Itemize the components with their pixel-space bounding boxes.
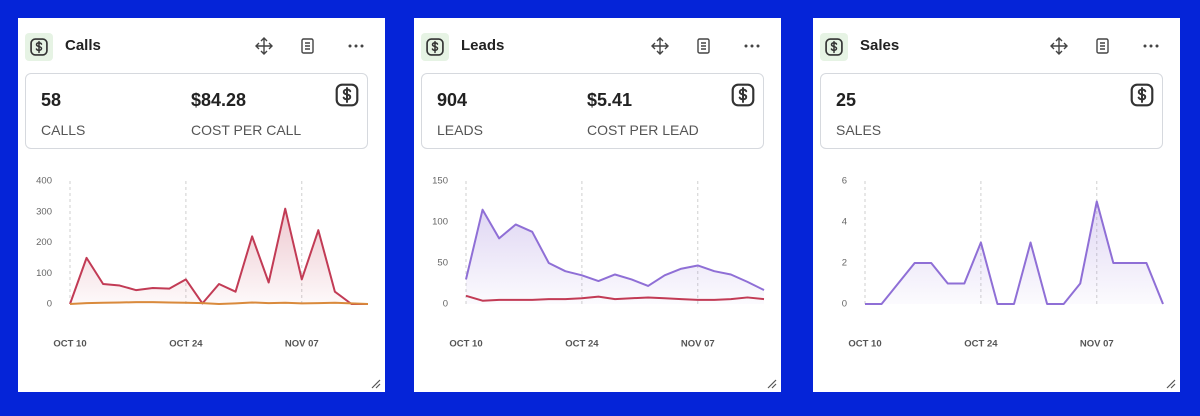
badge: [25, 33, 53, 61]
badge: [820, 33, 848, 61]
x-tick-label: OCT 10: [848, 339, 881, 350]
header-icons[interactable]: [251, 36, 371, 61]
header-icons[interactable]: [1046, 36, 1166, 61]
card-title: Leads: [461, 37, 505, 54]
series-line: [865, 200, 1164, 305]
series-line: [465, 294, 765, 302]
y-tick-label: 100: [432, 217, 448, 228]
card-title: Sales: [860, 37, 900, 54]
dollar-icon: [30, 38, 48, 56]
chart: 0 50 100 150 OCT 10 OCT 24 NOV 07: [432, 176, 765, 350]
header-icon-set[interactable]: [647, 36, 767, 56]
series-area: [865, 201, 1163, 304]
x-tick-label: OCT 24: [565, 339, 599, 350]
chart: 0 2 4 6 OCT 10 OCT 24 NOV 07: [842, 176, 1164, 350]
dollar-icon: [1130, 83, 1154, 107]
card-title: Calls: [65, 37, 101, 54]
header-icon-set[interactable]: [251, 36, 371, 56]
y-tick-label: 100: [36, 268, 52, 279]
stat-value: 58: [41, 90, 62, 110]
y-tick-label: 200: [36, 237, 52, 248]
resize-handle[interactable]: [369, 376, 381, 389]
header-icons[interactable]: [647, 36, 767, 61]
y-tick-label: 6: [842, 176, 847, 187]
card: Sales 25 SALES 0 2 4 6 OCT 10 OCT 24 NOV 07: [813, 18, 1180, 392]
series-line: [69, 301, 369, 305]
badge: [421, 33, 449, 61]
stats-box: 25 SALES: [820, 73, 1163, 149]
series-area: [70, 208, 368, 304]
y-tick-label: 2: [842, 258, 847, 269]
dollar-icon: [426, 38, 444, 56]
y-tick-label: 4: [842, 217, 847, 228]
resize-handle[interactable]: [1164, 376, 1176, 389]
series-area: [466, 209, 764, 304]
resize-icon[interactable]: [1164, 377, 1176, 389]
y-tick-label: 0: [443, 299, 448, 310]
stat-label: LEADS: [437, 122, 483, 138]
dollar-icon: [731, 83, 755, 107]
stat-value: 904: [437, 90, 468, 110]
dollar-icon: [825, 38, 843, 56]
stat-value: $84.28: [191, 90, 247, 110]
card: Calls 58 CALLS $84.28 COST PER CALL 0 100 200 3…: [18, 18, 385, 392]
stats-box: 904 LEADS $5.41 COST PER LEAD: [421, 73, 764, 149]
stat-value: 25: [836, 90, 857, 110]
stat-label: SALES: [836, 122, 882, 138]
y-tick-label: 300: [36, 206, 52, 217]
x-tick-label: NOV 07: [285, 339, 319, 350]
resize-icon[interactable]: [765, 377, 777, 389]
y-tick-label: 150: [432, 176, 448, 187]
card: Leads 904 LEADS $5.41 COST PER LEAD 0 50 100 15…: [414, 18, 781, 392]
stat-label: COST PER CALL: [191, 122, 302, 138]
chart: 0 100 200 300 400 OCT 10 OCT 24 NOV 07: [36, 176, 369, 350]
y-tick-label: 50: [437, 258, 448, 269]
stat-value: $5.41: [587, 90, 633, 110]
x-tick-label: OCT 10: [449, 339, 482, 350]
series-line: [69, 207, 368, 305]
series-line: [465, 208, 765, 291]
y-tick-label: 400: [36, 176, 52, 187]
x-tick-label: OCT 24: [169, 339, 203, 350]
x-tick-label: OCT 24: [964, 339, 998, 350]
x-tick-label: OCT 10: [53, 339, 86, 350]
stat-label: CALLS: [41, 122, 86, 138]
stats-box: 58 CALLS $84.28 COST PER CALL: [25, 73, 368, 149]
stat-label: COST PER LEAD: [587, 122, 699, 138]
resize-handle[interactable]: [765, 376, 777, 389]
y-tick-label: 0: [47, 299, 52, 310]
resize-icon[interactable]: [369, 377, 381, 389]
y-tick-label: 0: [842, 299, 847, 310]
header-icon-set[interactable]: [1046, 36, 1166, 56]
x-tick-label: NOV 07: [1080, 339, 1114, 350]
x-tick-label: NOV 07: [681, 339, 715, 350]
dollar-icon: [335, 83, 359, 107]
